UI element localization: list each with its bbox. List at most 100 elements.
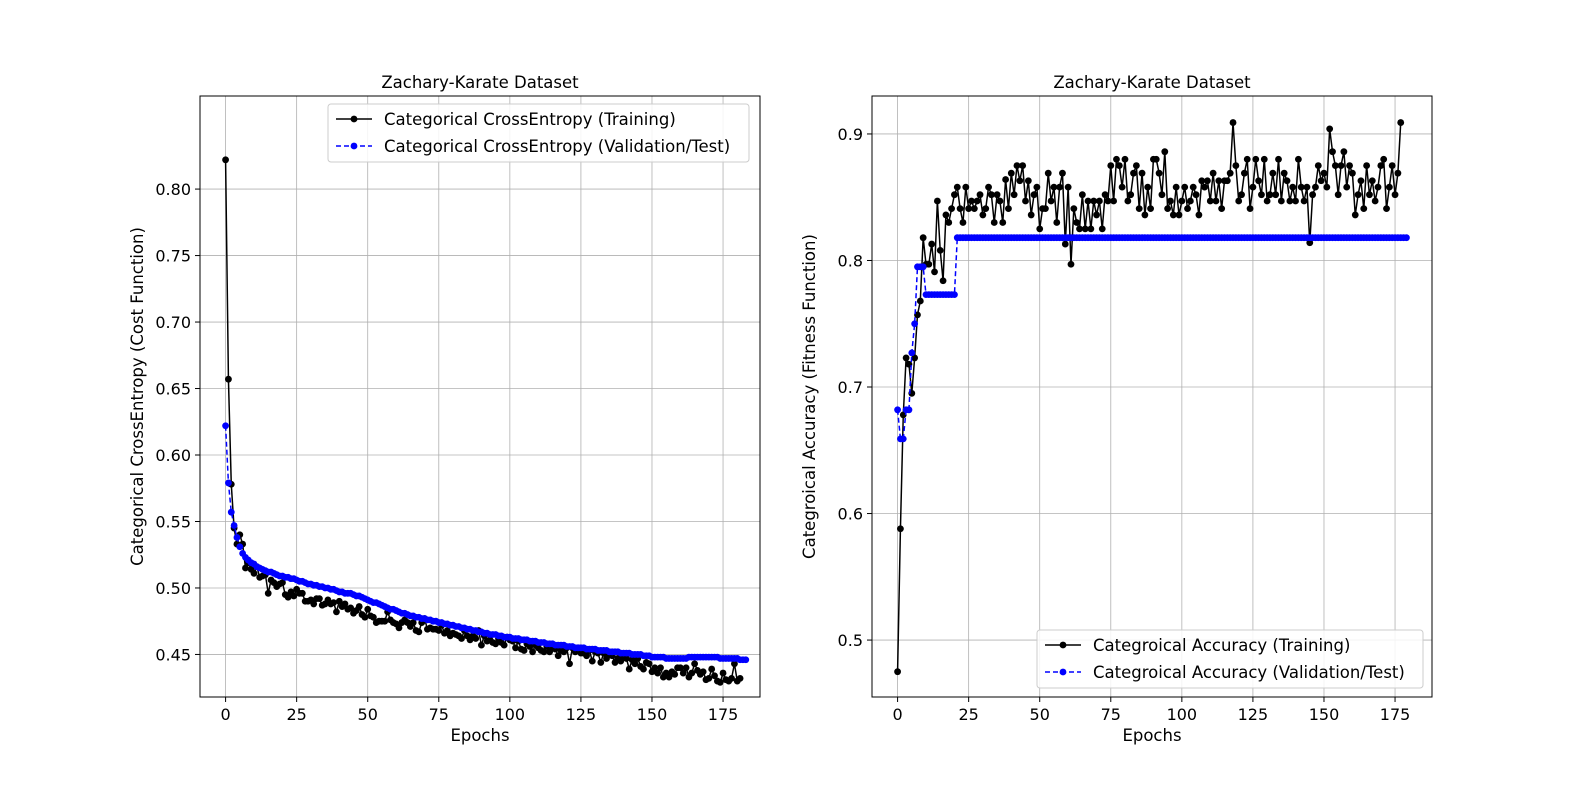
x-tick-label: 125 [1238, 705, 1269, 724]
data-point [1209, 169, 1217, 177]
data-point [1115, 162, 1123, 169]
data-point [1061, 240, 1069, 248]
x-tick-label: 175 [1380, 705, 1411, 724]
data-point [1269, 169, 1277, 177]
y-tick-label: 0.60 [155, 446, 191, 465]
data-point [1107, 162, 1115, 169]
data-point [1320, 169, 1328, 177]
data-point [361, 613, 369, 621]
data-point [645, 660, 653, 668]
data-point [1258, 191, 1265, 199]
data-point [1252, 155, 1260, 163]
data-point [1127, 191, 1135, 199]
series-0 [894, 119, 1405, 676]
data-point [1292, 197, 1299, 205]
series-1 [222, 422, 750, 664]
data-point [711, 672, 718, 680]
data-point [1098, 225, 1106, 233]
data-point [472, 635, 480, 642]
data-point [222, 156, 229, 164]
data-point [953, 183, 961, 191]
x-axis-label: Epochs [1122, 726, 1181, 745]
data-point [1010, 191, 1018, 199]
data-point [1229, 119, 1237, 126]
legend: Categorical CrossEntropy (Training) Categ… [327, 103, 750, 163]
data-point [1064, 183, 1072, 191]
data-point [1121, 155, 1129, 163]
data-point [1096, 197, 1103, 205]
data-point [1391, 191, 1399, 199]
data-point [478, 641, 485, 649]
chart-title: Zachary-Karate Dataset [381, 73, 579, 92]
y-tick-label: 0.45 [155, 645, 191, 664]
data-point [597, 659, 605, 666]
data-point [902, 354, 910, 362]
data-point [1212, 197, 1220, 205]
data-point [1368, 177, 1376, 185]
data-point [1283, 177, 1291, 185]
data-point [1067, 260, 1075, 268]
data-point [1158, 191, 1166, 199]
data-point [1204, 177, 1211, 185]
series-line [224, 425, 746, 661]
data-point [1056, 183, 1064, 191]
data-point [1306, 239, 1314, 247]
data-point [973, 197, 981, 205]
series-1 [894, 234, 1410, 443]
data-point [956, 205, 964, 213]
legend-box [327, 103, 750, 163]
data-point [1110, 197, 1118, 205]
y-tick-label: 0.5 [838, 631, 863, 650]
data-point [1357, 177, 1365, 185]
x-tick-label: 50 [358, 705, 378, 724]
data-point [1380, 155, 1388, 163]
data-point [1090, 197, 1098, 205]
data-point [1349, 169, 1356, 177]
data-point [370, 613, 377, 621]
series-line [224, 159, 741, 684]
data-point [1132, 162, 1140, 169]
series-line [896, 122, 1402, 672]
data-point [540, 648, 548, 656]
data-point [415, 628, 423, 636]
data-point [1019, 162, 1027, 169]
data-point [1403, 234, 1410, 242]
data-point [1366, 191, 1373, 199]
data-point [1363, 162, 1371, 169]
data-point [623, 655, 630, 662]
data-point [705, 674, 713, 682]
data-point [908, 349, 916, 357]
data-point [1178, 197, 1186, 205]
data-point [1323, 183, 1331, 191]
data-point [899, 435, 907, 443]
data-point [1022, 197, 1029, 205]
data-point [1087, 225, 1095, 233]
data-point [1340, 148, 1348, 156]
data-point [1130, 169, 1137, 177]
data-point [1295, 155, 1302, 163]
data-point [679, 669, 687, 677]
data-point [665, 673, 673, 681]
legend-label: Categroical Accuracy (Training) [1093, 636, 1350, 655]
plot-frame [199, 95, 761, 698]
data-point [1383, 205, 1390, 213]
data-point [996, 197, 1004, 205]
data-point [1343, 183, 1351, 191]
data-point [279, 579, 286, 587]
data-point [999, 219, 1007, 226]
data-point [1360, 205, 1368, 213]
data-point [993, 191, 1001, 199]
data-point [1144, 183, 1152, 191]
data-point [341, 600, 349, 608]
data-point [330, 599, 337, 606]
y-tick-label: 0.70 [155, 313, 191, 332]
legend: Categroical Accuracy (Training) Categroic… [1036, 629, 1424, 689]
data-point [933, 197, 941, 205]
legend-marker [350, 142, 358, 150]
x-axis-label: Epochs [450, 726, 509, 745]
data-point [1059, 169, 1066, 177]
data-point [736, 674, 744, 682]
data-point [985, 183, 992, 191]
data-point [1147, 205, 1154, 213]
x-tick-label: 100 [495, 705, 526, 724]
